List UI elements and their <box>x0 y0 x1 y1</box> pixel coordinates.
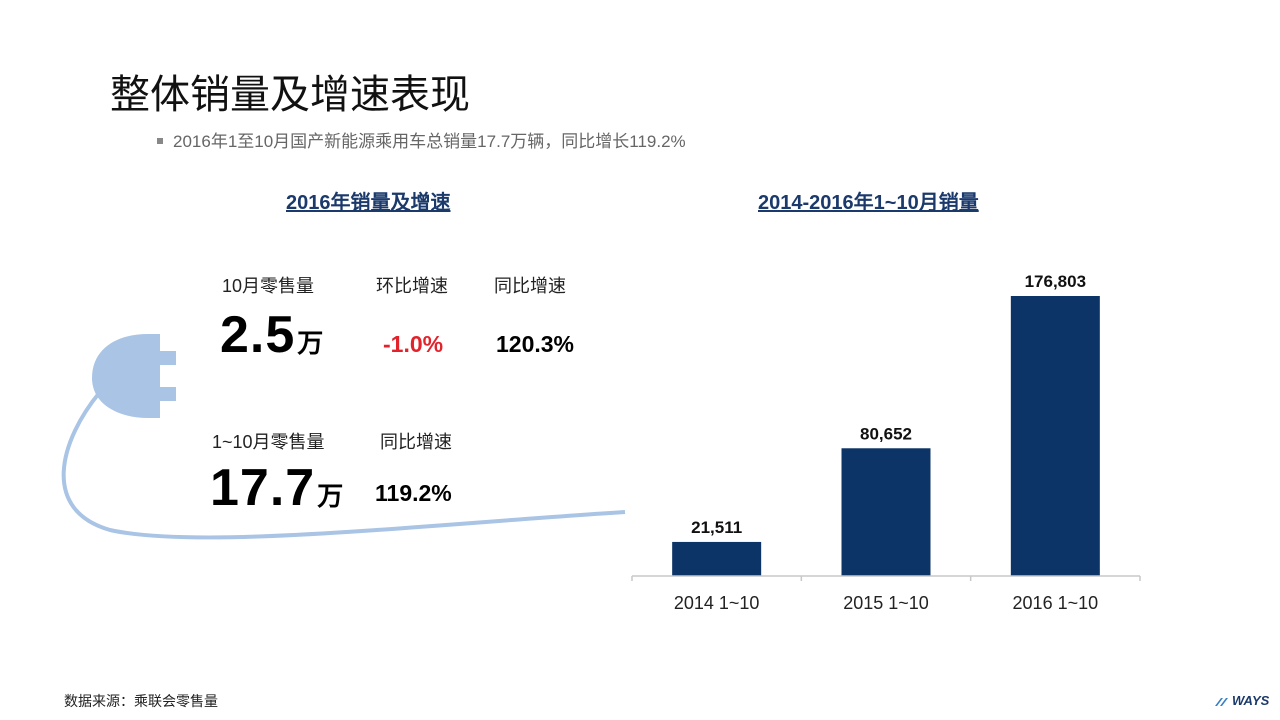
chart-title: 2014-2016年1~10月销量 <box>758 192 979 214</box>
ways-logo-icon <box>1215 697 1228 706</box>
ticks-layer <box>631 576 1141 581</box>
plug-head <box>92 334 160 418</box>
october-retail-number: 2.5 <box>220 306 296 364</box>
ways-logo-text: WAYS <box>1232 693 1270 708</box>
x-tick-label-1: 2014 1~10 <box>674 593 760 613</box>
mom-growth-value: -1.0% <box>383 331 444 357</box>
bar-chart: 21,511 2014 1~10 80,652 2015 1~10 176,803 201… <box>631 272 1141 613</box>
label-october-retail: 10月零售量 <box>222 276 315 296</box>
bar-3 <box>1010 296 1100 576</box>
left-panel-title: 2016年销量及增速 <box>286 192 451 214</box>
summary-text: 2016年1至10月国产新能源乘用车总销量17.7万辆，同比增长119.2% <box>173 132 686 151</box>
label-mom-growth: 环比增速 <box>376 276 448 296</box>
data-label-2: 80,652 <box>860 424 912 443</box>
ytd-retail-unit: 万 <box>317 481 344 511</box>
source-note: 数据来源：乘联会零售量 <box>64 693 218 709</box>
ytd-retail-value: 17.7万 <box>210 458 343 518</box>
bar-1 <box>672 541 762 576</box>
plug-prong-top <box>158 351 176 365</box>
label-yoy-growth-oct: 同比增速 <box>494 276 566 296</box>
yoy-growth-ytd-value: 119.2% <box>375 480 452 506</box>
october-retail-value: 2.5万 <box>220 305 323 365</box>
data-label-3: 176,803 <box>1025 272 1086 291</box>
plug-cable <box>61 390 626 540</box>
label-yoy-growth-ytd: 同比增速 <box>380 432 452 452</box>
bullet-square-icon <box>157 137 163 144</box>
data-label-1: 21,511 <box>691 518 742 537</box>
plug-prong-bottom <box>158 387 176 401</box>
plug-icon <box>61 334 626 540</box>
ytd-retail-number: 17.7 <box>210 459 316 517</box>
october-retail-unit: 万 <box>297 328 324 358</box>
yoy-growth-oct-value: 120.3% <box>496 331 575 357</box>
ways-logo: WAYS <box>1214 693 1269 708</box>
labels-layer: 21,511 2014 1~10 80,652 2015 1~10 176,803 201… <box>674 272 1098 613</box>
bars-layer <box>672 296 1100 576</box>
x-tick-label-2: 2015 1~10 <box>843 593 929 613</box>
summary-bullet: 2016年1至10月国产新能源乘用车总销量17.7万辆，同比增长119.2% <box>157 127 686 152</box>
bar-2 <box>841 448 931 576</box>
label-ytd-retail: 1~10月零售量 <box>212 432 325 452</box>
x-tick-label-3: 2016 1~10 <box>1013 593 1099 613</box>
page-title: 整体销量及增速表现 <box>110 73 470 117</box>
